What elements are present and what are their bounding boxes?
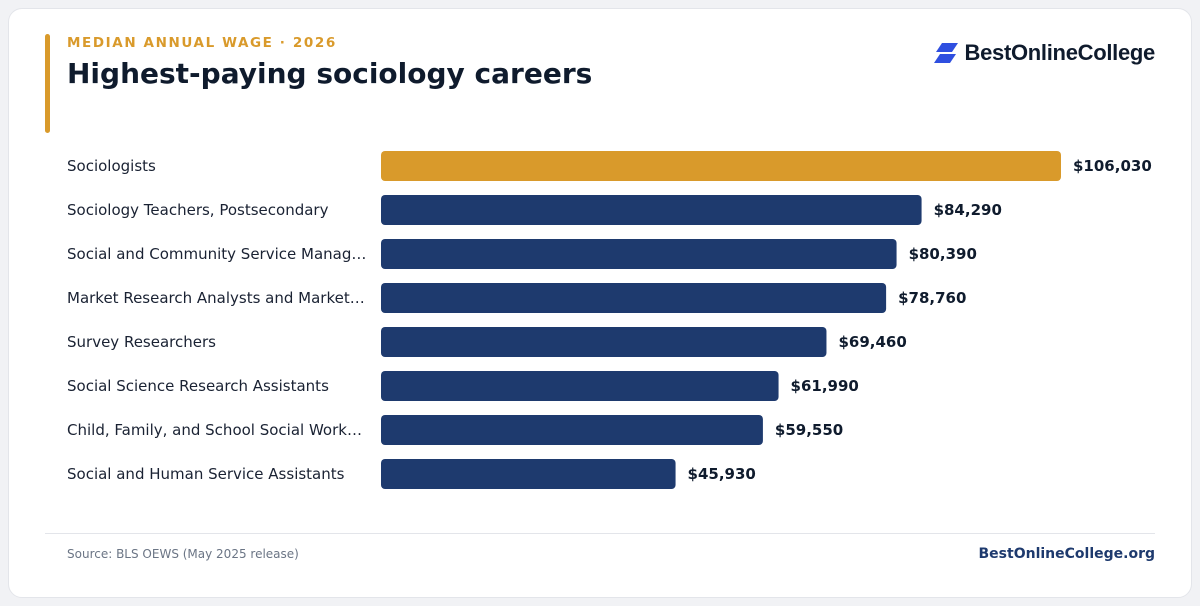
accent-bar <box>45 34 50 133</box>
value-label: $69,460 <box>838 333 906 351</box>
category-label: Social Science Research Assistants <box>67 377 329 395</box>
value-label: $84,290 <box>934 201 1002 219</box>
category-label: Sociologists <box>67 157 156 175</box>
stacked-parallelogram-logo-icon <box>933 43 958 63</box>
footer-divider <box>45 533 1155 534</box>
bar <box>381 415 763 445</box>
bar <box>381 283 887 313</box>
value-label: $106,030 <box>1073 157 1152 175</box>
value-label: $61,990 <box>791 377 859 395</box>
bar <box>381 239 897 269</box>
site-link[interactable]: BestOnlineCollege.org <box>978 546 1155 562</box>
source-note: Source: BLS OEWS (May 2025 release) <box>67 547 299 561</box>
bar <box>381 459 676 489</box>
value-label: $45,930 <box>688 465 756 483</box>
category-label: Social and Human Service Assistants <box>67 465 345 483</box>
bar-chart: Sociologists $106,030 Sociology Teachers, … <box>67 151 1152 489</box>
chart-title: Highest-paying sociology careers <box>67 57 593 90</box>
category-label: Sociology Teachers, Postsecondary <box>67 201 329 219</box>
brand-logo[interactable]: BestOnlineCollege <box>933 40 1156 66</box>
bar <box>381 371 779 401</box>
category-label: Child, Family, and School Social Work… <box>67 421 362 439</box>
brand-logo-text: BestOnlineCollege <box>964 40 1156 65</box>
chart-eyebrow: MEDIAN ANNUAL WAGE · 2026 <box>67 35 337 51</box>
bar <box>381 151 1061 181</box>
value-label: $80,390 <box>909 245 977 263</box>
chart-card: MEDIAN ANNUAL WAGE · 2026 Highest-paying… <box>8 8 1192 598</box>
bar <box>381 327 827 357</box>
bar <box>381 195 922 225</box>
category-label: Survey Researchers <box>67 333 216 351</box>
category-label: Market Research Analysts and Market… <box>67 289 365 307</box>
value-label: $59,550 <box>775 421 843 439</box>
category-label: Social and Community Service Manag… <box>67 245 366 263</box>
value-label: $78,760 <box>898 289 966 307</box>
